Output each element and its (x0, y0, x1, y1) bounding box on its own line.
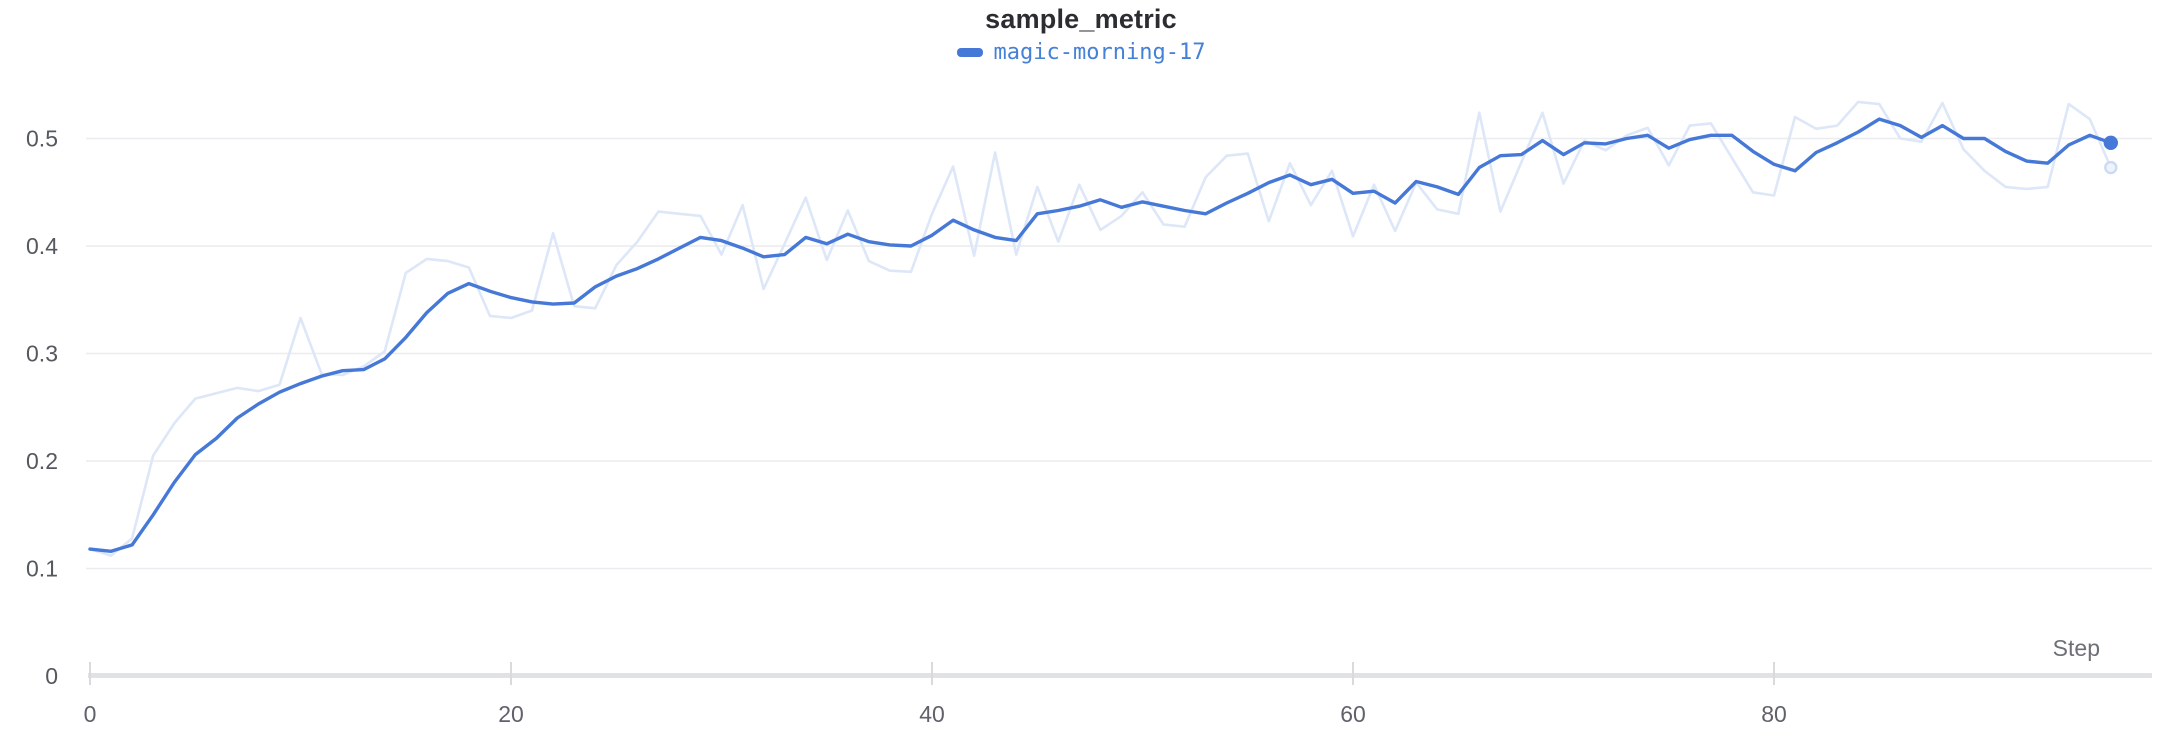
x-axis-tick-marks (89, 662, 1775, 685)
y-tick-label: 0.2 (26, 448, 58, 474)
y-tick-label: 0.3 (26, 341, 58, 367)
smoothed-series-end-marker (2103, 135, 2118, 150)
x-axis-title: Step (2053, 635, 2100, 661)
x-tick-label: 40 (919, 701, 945, 727)
chart-legend: magic-morning-17 (0, 40, 2162, 65)
x-tick-label: 0 (84, 701, 97, 727)
y-tick-label: 0.4 (26, 233, 58, 259)
chart-title: sample_metric (985, 4, 1177, 34)
y-tick-label: 0.5 (26, 126, 58, 152)
x-axis-tick-labels: 0 20 40 60 80 (84, 701, 1787, 727)
legend-item-run[interactable]: magic-morning-17 (956, 40, 1206, 65)
smoothed-series-line (88, 117, 2113, 553)
x-tick-label: 20 (498, 701, 524, 727)
y-tick-label: 0.1 (26, 556, 58, 582)
chart-header: sample_metric (0, 4, 2162, 35)
y-axis-tick-labels: 0 0.1 0.2 0.3 0.4 0.5 (26, 126, 58, 690)
gridlines (86, 137, 2152, 570)
x-tick-label: 60 (1340, 701, 1366, 727)
y-tick-label: 0 (45, 663, 58, 689)
raw-series-end-marker (2104, 160, 2118, 175)
x-tick-label: 80 (1761, 701, 1787, 727)
legend-swatch (956, 48, 983, 57)
legend-run-label: magic-morning-17 (993, 40, 1206, 65)
raw-series-line (88, 100, 2113, 557)
